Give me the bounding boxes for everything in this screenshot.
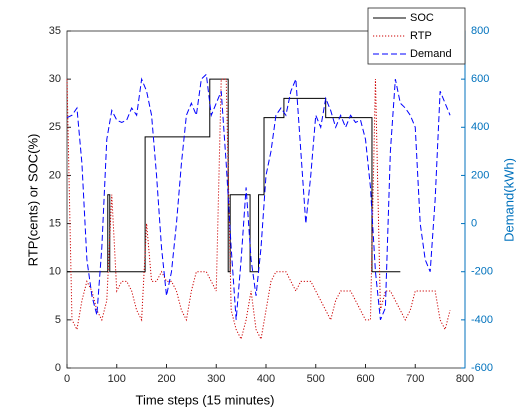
y2-tick-label: 400 [471,121,489,133]
legend-label: Demand [410,48,452,60]
y2-tick-label: 0 [471,217,477,229]
y-tick-label: 20 [49,169,61,181]
series-line [66,73,451,321]
x-tick-label: 0 [64,373,70,385]
y-tick-label: 5 [55,314,61,326]
series-line [67,78,401,273]
x-tick-label: 600 [356,373,374,385]
y2-tick-label: -600 [471,362,493,374]
x-tick-label: 300 [207,373,225,385]
x-tick-label: 800 [456,373,474,385]
y2-tick-label: 600 [471,73,489,85]
y2-tick-label: -200 [471,266,493,278]
y-tick-label: 0 [55,362,61,374]
y-axis-label: RTP(cents) or SOC(%) [25,134,40,267]
x-tick-label: 500 [307,373,325,385]
x-tick-label: 100 [108,373,126,385]
legend-label: SOC [410,12,434,24]
y-tick-label: 35 [49,25,61,37]
y2-tick-label: 200 [471,169,489,181]
y-tick-label: 10 [49,266,61,278]
y-tick-label: 15 [49,217,61,229]
y2-tick-label: 800 [471,25,489,37]
legend-box [367,7,466,65]
x-tick-label: 400 [257,373,275,385]
y-tick-label: 25 [49,121,61,133]
y2-tick-label: -400 [471,314,493,326]
x-tick-label: 700 [406,373,424,385]
y-tick-label: 30 [49,73,61,85]
legend-label: RTP [410,30,432,42]
plot-area [66,30,466,369]
x-tick-label: 200 [157,373,175,385]
y2-axis-label: Demand(kWh) [501,158,516,242]
x-axis-label: Time steps (15 minutes) [136,392,275,407]
